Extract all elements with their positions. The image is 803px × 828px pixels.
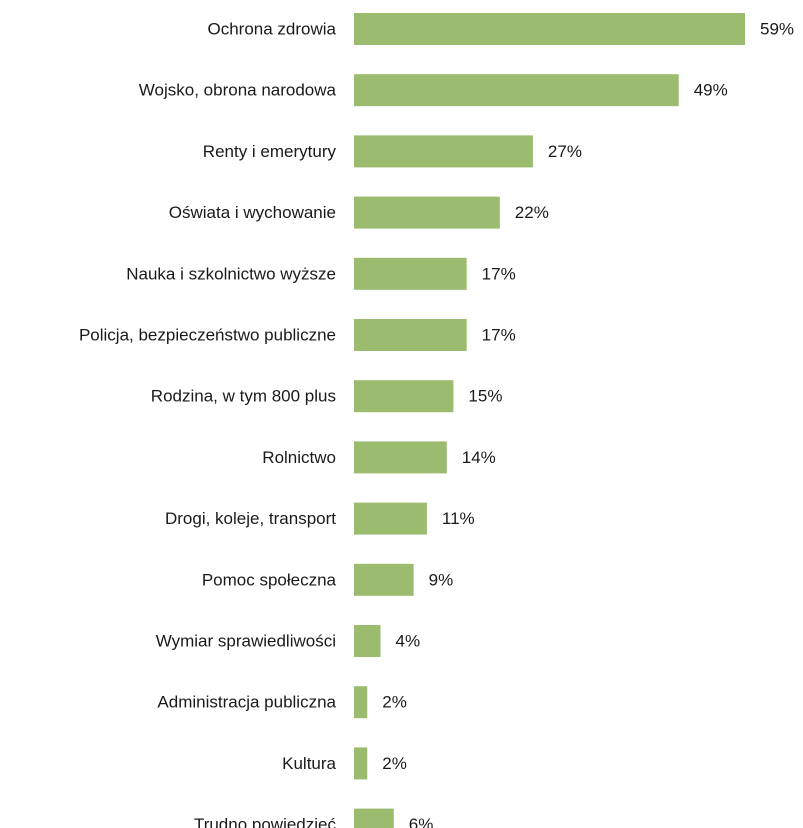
value-label-kultura: 2% [382,754,407,773]
category-label-oswiata-i-wychowanie: Oświata i wychowanie [169,203,336,222]
category-label-wojsko-obrona-narodowa: Wojsko, obrona narodowa [139,81,337,100]
category-label-pomoc-spoleczna: Pomoc społeczna [202,570,337,589]
bar-administracja-publiczna [354,686,368,719]
category-label-trudno-powiedziec: Trudno powiedzieć [194,815,337,828]
value-label-wojsko-obrona-narodowa: 49% [694,81,728,100]
bar-policja-bezpieczenstwo-publiczne [354,319,467,351]
category-label-administracja-publiczna: Administracja publiczna [157,693,336,712]
category-label-renty-i-emerytury: Renty i emerytury [203,142,337,161]
value-label-oswiata-i-wychowanie: 22% [515,203,549,222]
category-label-policja-bezpieczenstwo-publiczne: Policja, bezpieczeństwo publiczne [79,326,336,345]
value-label-trudno-powiedziec: 6% [409,815,434,828]
value-label-renty-i-emerytury: 27% [548,142,582,161]
bar-nauka-i-szkolnictwo-wyzsze [354,257,467,290]
bar-oswiata-i-wychowanie [354,196,500,229]
category-label-drogi-koleje-transport: Drogi, koleje, transport [165,509,336,528]
value-label-pomoc-spoleczna: 9% [429,570,454,589]
value-label-ochrona-zdrowia: 59% [760,20,794,39]
value-label-rolnictwo: 14% [462,448,496,467]
category-label-wymiar-sprawiedliwosci: Wymiar sprawiedliwości [156,632,336,651]
category-label-rolnictwo: Rolnictwo [262,448,336,467]
bar-rolnictwo [354,441,447,474]
bar-wojsko-obrona-narodowa [354,74,679,107]
bar-wymiar-sprawiedliwosci [354,625,381,657]
bar-trudno-powiedziec [354,808,394,828]
category-label-ochrona-zdrowia: Ochrona zdrowia [207,20,336,39]
value-label-administracja-publiczna: 2% [382,693,407,712]
value-label-nauka-i-szkolnictwo-wyzsze: 17% [482,264,516,283]
value-label-wymiar-sprawiedliwosci: 4% [396,632,421,651]
bar-drogi-koleje-transport [354,502,427,535]
value-label-drogi-koleje-transport: 11% [442,509,475,528]
bar-kultura [354,747,368,780]
category-label-kultura: Kultura [282,754,336,773]
category-label-rodzina-w-tym-800-plus: Rodzina, w tym 800 plus [151,387,336,406]
bar-pomoc-spoleczna [354,563,414,596]
bar-renty-i-emerytury [354,135,533,168]
value-label-rodzina-w-tym-800-plus: 15% [468,387,502,406]
bar-rodzina-w-tym-800-plus [354,380,454,413]
bar-ochrona-zdrowia [354,13,745,45]
category-label-nauka-i-szkolnictwo-wyzsze: Nauka i szkolnictwo wyższe [126,264,336,283]
value-label-policja-bezpieczenstwo-publiczne: 17% [482,326,516,345]
